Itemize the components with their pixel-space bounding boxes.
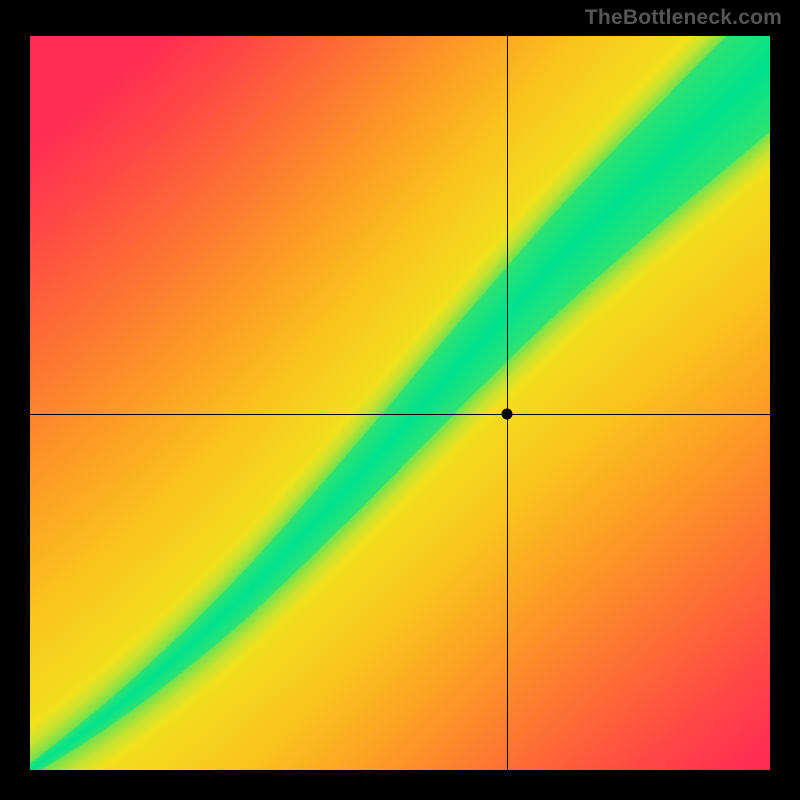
watermark-text: TheBottleneck.com [585,6,782,30]
heatmap-canvas [30,36,770,770]
chart-container: TheBottleneck.com [0,0,800,800]
crosshair-horizontal [30,414,770,415]
plot-area [30,36,770,770]
crosshair-vertical [507,36,508,770]
crosshair-point [502,409,513,420]
